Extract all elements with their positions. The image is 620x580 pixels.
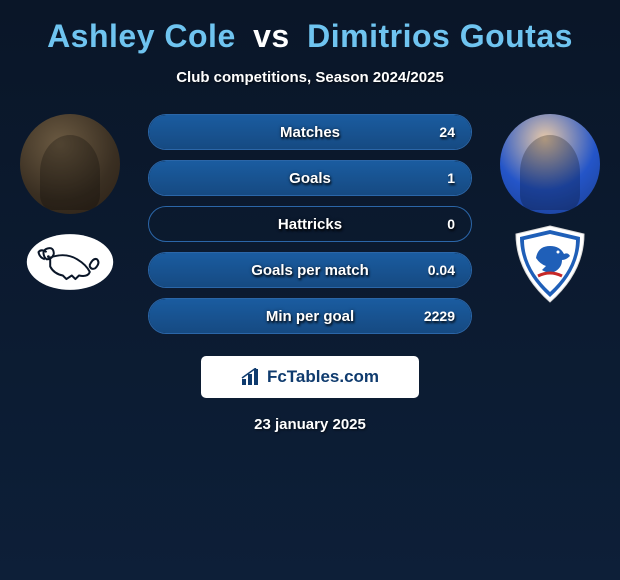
stat-value-right: 24 <box>439 124 455 140</box>
title-player2: Dimitrios Goutas <box>307 18 573 54</box>
stat-bar: Goals1 <box>148 160 472 196</box>
stat-bar: Matches24 <box>148 114 472 150</box>
stat-bar: Hattricks0 <box>148 206 472 242</box>
player-silhouette-icon <box>520 135 580 210</box>
fctables-logo: FcTables.com <box>201 356 419 398</box>
right-column <box>490 114 610 334</box>
stat-label: Matches <box>149 124 471 141</box>
stat-value-right: 0.04 <box>428 262 455 278</box>
stat-value-right: 1 <box>447 170 455 186</box>
logo-text: FcTables.com <box>267 367 379 387</box>
bar-chart-icon <box>241 368 261 386</box>
stat-bar: Goals per match0.04 <box>148 252 472 288</box>
stat-bar: Min per goal2229 <box>148 298 472 334</box>
subtitle: Club competitions, Season 2024/2025 <box>10 69 610 86</box>
stat-label: Goals per match <box>149 262 471 279</box>
club2-badge <box>508 222 592 306</box>
title-vs: vs <box>253 18 290 54</box>
stat-label: Goals <box>149 170 471 187</box>
date-label: 23 january 2025 <box>10 416 610 433</box>
player-silhouette-icon <box>40 135 100 210</box>
stat-label: Hattricks <box>149 216 471 233</box>
left-column <box>10 114 130 334</box>
content-row: Matches24 Goals1 Hattricks0 Goals per match… <box>10 114 610 334</box>
stats-column: Matches24 Goals1 Hattricks0 Goals per match… <box>130 114 490 334</box>
player2-avatar <box>500 114 600 214</box>
stat-value-right: 0 <box>447 216 455 232</box>
stat-label: Min per goal <box>149 308 471 325</box>
comparison-card: Ashley Cole vs Dimitrios Goutas Club com… <box>0 0 620 433</box>
bluebird-shield-icon <box>508 222 592 306</box>
ram-icon <box>25 232 115 292</box>
page-title: Ashley Cole vs Dimitrios Goutas <box>10 18 610 55</box>
player1-avatar <box>20 114 120 214</box>
stat-value-right: 2229 <box>424 308 455 324</box>
title-player1: Ashley Cole <box>47 18 236 54</box>
club1-badge <box>25 232 115 292</box>
